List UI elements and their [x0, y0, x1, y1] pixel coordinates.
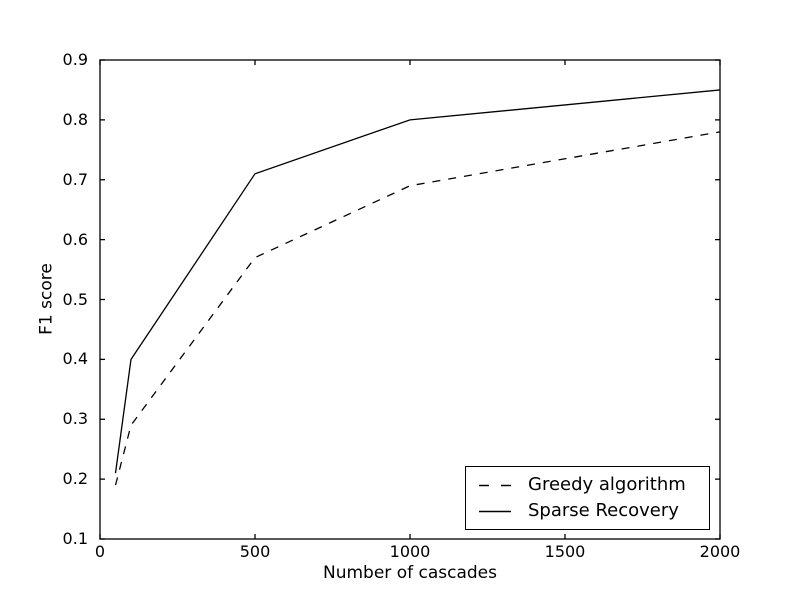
legend: Greedy algorithm Sparse Recovery — [465, 466, 710, 530]
x-tick-label: 2000 — [699, 542, 741, 561]
legend-label: Sparse Recovery — [528, 500, 679, 521]
x-tick-label: 0 — [94, 542, 106, 561]
legend-label: Greedy algorithm — [528, 474, 686, 495]
y-tick-label: 0.8 — [62, 109, 88, 129]
series-line-sparse-recovery — [114, 89, 721, 474]
y-tick-label: 0.3 — [62, 409, 88, 429]
x-axis-label: Number of cascades — [323, 563, 497, 583]
y-tick-label: 0.6 — [62, 229, 88, 249]
x-tick-label: 1500 — [544, 542, 586, 561]
dashed-line-icon — [479, 484, 511, 486]
y-tick-label: 0.2 — [62, 469, 88, 489]
x-tick-label: 1000 — [389, 542, 431, 561]
y-tick-label: 0.1 — [62, 529, 88, 548]
x-tick-label: 500 — [239, 542, 271, 561]
legend-item-sparse-recovery: Sparse Recovery — [466, 499, 709, 524]
solid-line-icon — [479, 510, 511, 512]
y-tick-label: 0.4 — [62, 349, 88, 369]
y-tick-label: 0.9 — [62, 50, 88, 69]
series-line-greedy-algorithm — [114, 131, 721, 486]
y-tick-label: 0.7 — [62, 169, 88, 189]
legend-item-greedy-algorithm: Greedy algorithm — [466, 473, 709, 498]
y-tick-label: 0.5 — [62, 289, 88, 309]
